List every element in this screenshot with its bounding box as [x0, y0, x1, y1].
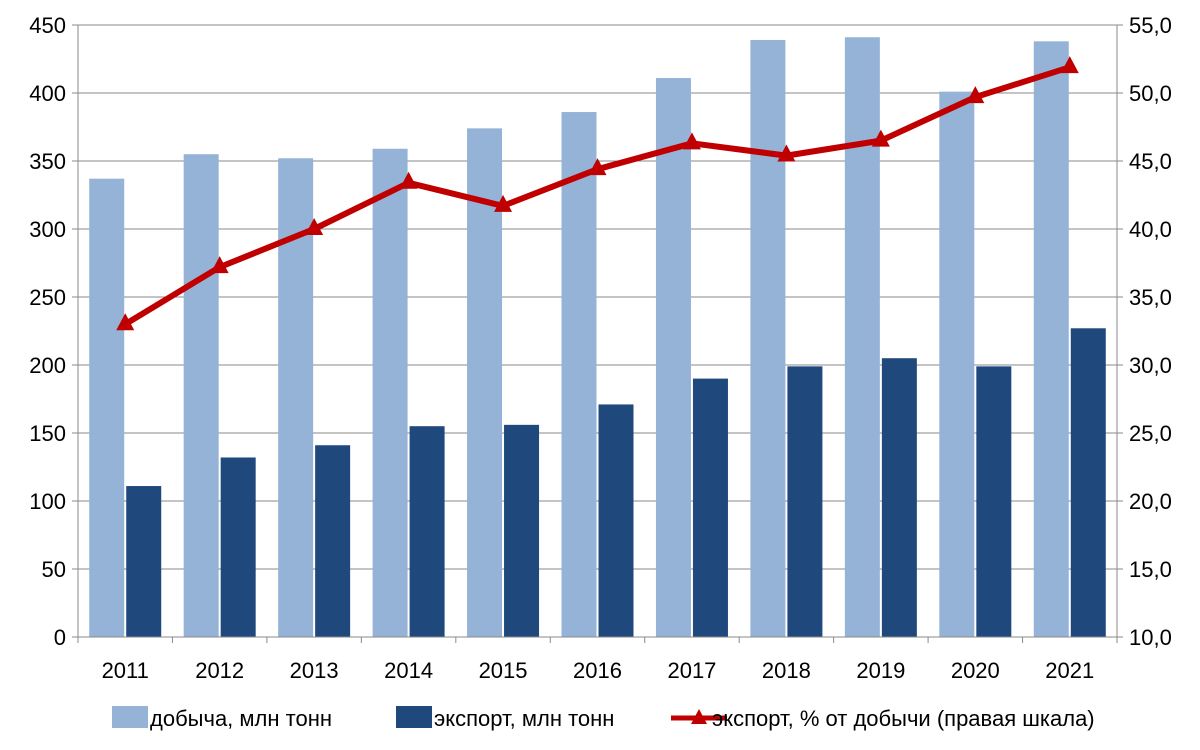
line-series	[116, 56, 1079, 331]
legend-label-export: экспорт, млн тонн	[434, 706, 614, 731]
bar-export	[976, 366, 1012, 637]
bar-production	[89, 178, 125, 637]
left-axis-tick-label: 450	[29, 13, 66, 38]
marker-export-share	[1060, 56, 1079, 74]
right-axis-tick-label: 35,0	[1129, 285, 1172, 310]
right-axis-tick-label: 25,0	[1129, 421, 1172, 446]
bar-production	[750, 39, 786, 637]
x-axis-ticks: 2011 2012 2013 2014 2015 2016 2017 2018 2019 2020…	[102, 658, 1095, 683]
left-axis-tick-label: 100	[29, 489, 66, 514]
right-axis-tick-label: 20,0	[1129, 489, 1172, 514]
bar-production	[844, 37, 880, 638]
x-axis-tick-label: 2017	[667, 658, 716, 683]
right-axis-tick-label: 45,0	[1129, 149, 1172, 174]
left-axis-ticks: 0 50 100 150 200 250 300 350 400 450	[29, 13, 66, 650]
bar-production	[655, 78, 691, 638]
left-axis-tick-label: 250	[29, 285, 66, 310]
bar-production	[1033, 41, 1069, 637]
left-axis-tick-label: 400	[29, 81, 66, 106]
marker-export-share	[588, 158, 607, 176]
left-axis-tick-label: 350	[29, 149, 66, 174]
bar-export	[598, 404, 634, 637]
bar-export	[1070, 328, 1106, 637]
x-axis-tick-label: 2019	[856, 658, 905, 683]
left-axis-tick-label: 0	[54, 625, 66, 650]
right-axis-ticks: 10,0 15,0 20,0 25,0 30,0 35,0 40,0 45,0 50,0 55,0	[1129, 13, 1172, 650]
marker-export-share	[305, 218, 324, 235]
marker-export-share	[966, 86, 985, 104]
bar-production	[372, 148, 408, 637]
x-axis-tick-label: 2021	[1045, 658, 1094, 683]
bar-production	[939, 91, 975, 637]
bar-production	[561, 112, 597, 638]
legend-swatch-production	[112, 706, 148, 728]
left-axis-tick-label: 50	[42, 557, 66, 582]
marker-export-share	[399, 171, 418, 189]
marker-export-share	[871, 129, 890, 147]
right-axis-tick-label: 55,0	[1129, 13, 1172, 38]
left-axis-tick-label: 300	[29, 217, 66, 242]
x-axis-tick-label: 2014	[384, 658, 433, 683]
legend-swatch-export	[396, 706, 432, 728]
right-axis-tick-label: 40,0	[1129, 217, 1172, 242]
x-axis-tick-label: 2011	[102, 658, 149, 683]
bar-production	[183, 154, 219, 637]
bar-export	[881, 358, 917, 637]
bar-export	[504, 424, 540, 637]
bar-production	[467, 128, 503, 638]
bars	[89, 37, 1106, 638]
legend-label-export-share: экспорт, % от добычи (правая шкала)	[712, 706, 1095, 731]
bar-export	[692, 378, 728, 637]
legend: добыча, млн тонн экспорт, млн тонн экспо…	[112, 706, 1095, 731]
x-axis-tick-label: 2016	[573, 658, 622, 683]
right-axis-tick-label: 30,0	[1129, 353, 1172, 378]
line-export-share	[122, 64, 1073, 328]
right-axis-tick-label: 15,0	[1129, 557, 1172, 582]
bar-export	[787, 366, 823, 637]
marker-export-share	[210, 256, 229, 274]
x-axis-tick-label: 2012	[195, 658, 244, 683]
right-axis-tick-label: 50,0	[1129, 81, 1172, 106]
left-axis-tick-label: 200	[29, 353, 66, 378]
bar-export	[409, 426, 445, 637]
bar-export	[220, 457, 256, 637]
legend-swatch-export-share-marker	[691, 709, 707, 724]
x-axis-tick-label: 2020	[951, 658, 1000, 683]
x-axis-tick-label: 2018	[762, 658, 811, 683]
left-axis-tick-label: 150	[29, 421, 66, 446]
marker-export-share	[682, 132, 701, 150]
axes	[72, 24, 1123, 643]
marker-export-share	[494, 194, 513, 212]
x-axis-tick-label: 2013	[290, 658, 339, 683]
marker-export-share	[116, 313, 135, 331]
x-axis-tick-label: 2015	[479, 658, 528, 683]
bar-export	[126, 486, 162, 637]
marker-export-share	[777, 144, 796, 162]
bar-export	[315, 445, 351, 637]
right-axis-tick-label: 10,0	[1129, 625, 1172, 650]
legend-label-production: добыча, млн тонн	[150, 706, 332, 731]
